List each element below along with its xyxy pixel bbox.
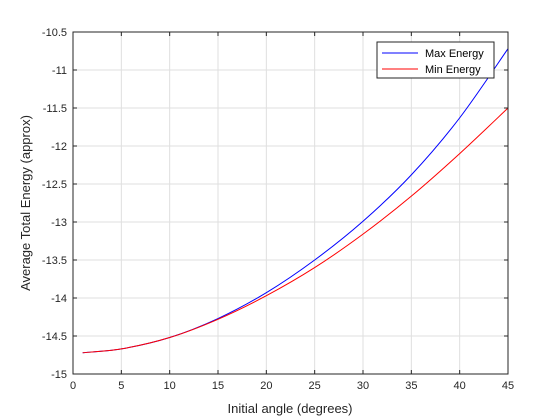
x-tick-label: 35	[405, 380, 417, 392]
y-tick-label: -10.5	[42, 27, 67, 39]
axes-box	[72, 31, 509, 375]
y-tick-label: -12	[51, 141, 67, 153]
legend-box	[376, 41, 495, 79]
x-tick-label: 20	[260, 380, 272, 392]
y-tick-label: -15	[51, 369, 67, 381]
y-tick-label: -11.5	[43, 103, 67, 115]
y-tick-label: -14	[51, 293, 67, 305]
tick-marks	[72, 31, 509, 375]
y-tick-label: -11	[52, 65, 67, 77]
y-tick-label: -13	[51, 217, 67, 229]
legend-label-max-energy: Max Energy	[425, 48, 484, 60]
y-tick-label: -13.5	[42, 255, 67, 267]
y-axis-label: Average Total Energy (approx)	[18, 115, 33, 291]
x-axis-label: Initial angle (degrees)	[227, 401, 352, 416]
legend-label-min-energy: Min Energy	[425, 64, 481, 76]
x-tick-labels: 0 5 10 15 20 25 30 35 40 45	[70, 380, 514, 392]
x-tick-label: 10	[164, 380, 176, 392]
x-tick-label: 25	[309, 380, 321, 392]
x-tick-label: 0	[70, 380, 76, 392]
x-tick-label: 45	[502, 380, 514, 392]
series-lines	[82, 48, 509, 354]
plot-area	[73, 32, 508, 374]
x-tick-label: 30	[357, 380, 369, 392]
y-tick-label: -12.5	[42, 179, 67, 191]
x-tick-label: 5	[118, 380, 124, 392]
x-tick-label: 15	[212, 380, 224, 392]
y-tick-labels: -15 -14.5 -14 -13.5 -13 -12.5 -12 -11.5 -11 -10.5	[42, 27, 67, 381]
x-tick-label: 40	[454, 380, 466, 392]
series-line-min-energy	[82, 107, 509, 354]
y-tick-label: -14.5	[42, 331, 67, 343]
legend: Max Energy Min Energy	[376, 41, 495, 79]
